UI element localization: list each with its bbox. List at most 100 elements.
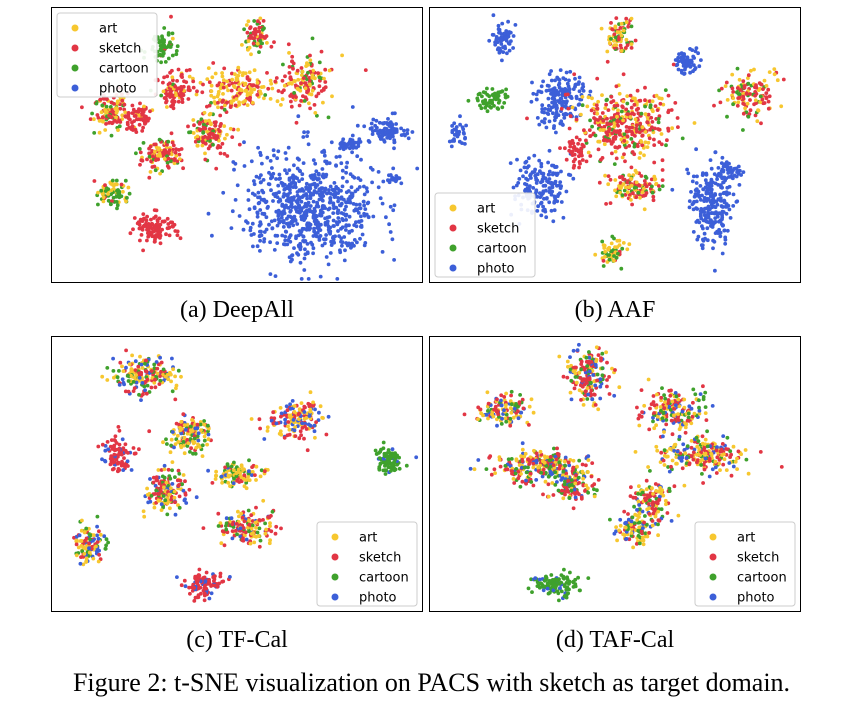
point-cartoon	[502, 101, 507, 105]
point-cartoon	[115, 375, 120, 380]
point-art	[318, 404, 323, 409]
legend-label-art: art	[359, 531, 377, 546]
point-art	[219, 82, 224, 87]
legend-marker-cartoon	[71, 64, 79, 72]
point-sketch	[633, 38, 638, 43]
point-sketch	[607, 127, 612, 131]
point-sketch	[173, 397, 178, 402]
point-sketch	[289, 99, 293, 104]
point-photo	[683, 62, 688, 67]
point-sketch	[151, 154, 155, 159]
point-cartoon	[137, 147, 142, 151]
point-sketch	[165, 164, 170, 169]
point-photo	[262, 211, 267, 216]
point-photo	[318, 274, 323, 279]
point-photo	[547, 88, 551, 93]
point-sketch	[201, 526, 206, 530]
legend-label-sketch: sketch	[99, 42, 141, 57]
point-sketch	[122, 102, 127, 107]
point-art	[74, 553, 79, 558]
point-sketch	[589, 108, 594, 113]
point-photo	[386, 117, 390, 121]
point-sketch	[152, 208, 157, 213]
point-art	[628, 115, 633, 119]
point-art	[287, 427, 292, 432]
point-art	[142, 514, 147, 519]
point-photo	[721, 191, 726, 196]
point-art	[602, 128, 606, 132]
point-photo	[260, 188, 264, 193]
point-art	[612, 121, 617, 125]
point-art	[222, 124, 227, 128]
point-photo	[349, 185, 354, 190]
point-cartoon	[173, 475, 177, 479]
point-photo	[271, 148, 276, 153]
point-sketch	[182, 79, 186, 84]
point-cartoon	[152, 366, 157, 371]
point-sketch	[154, 233, 159, 237]
point-photo	[703, 185, 708, 190]
point-photo	[309, 176, 314, 180]
point-photo	[203, 579, 208, 583]
point-sketch	[628, 93, 633, 98]
point-photo	[206, 468, 211, 473]
point-photo	[195, 425, 200, 430]
point-photo	[491, 33, 496, 37]
point-sketch	[646, 112, 651, 117]
point-photo	[497, 46, 502, 51]
point-art	[590, 96, 594, 101]
point-art	[624, 37, 629, 42]
point-sketch	[297, 103, 302, 108]
point-photo	[314, 169, 319, 174]
point-photo	[314, 220, 319, 225]
legend-marker-sketch	[449, 224, 457, 232]
point-photo	[304, 213, 309, 218]
point-photo	[258, 229, 262, 234]
point-sketch	[112, 466, 116, 471]
point-photo	[694, 206, 698, 211]
point-cartoon	[657, 187, 662, 192]
point-photo	[312, 226, 316, 231]
point-photo	[541, 208, 546, 213]
point-sketch	[150, 222, 155, 227]
legend-marker-art	[331, 533, 339, 541]
point-cartoon	[600, 239, 605, 244]
point-sketch	[230, 522, 235, 527]
point-cartoon	[125, 196, 129, 200]
point-sketch	[568, 142, 573, 146]
point-art	[600, 93, 604, 97]
point-sketch	[212, 120, 217, 125]
point-photo	[173, 512, 178, 517]
point-sketch	[307, 404, 312, 409]
point-photo	[357, 185, 362, 189]
point-sketch	[634, 195, 639, 200]
point-cartoon	[174, 437, 179, 442]
point-sketch	[630, 129, 634, 134]
point-art	[157, 146, 162, 151]
point-photo	[568, 355, 572, 359]
point-photo	[699, 243, 704, 248]
point-photo	[450, 124, 454, 128]
point-photo	[300, 206, 304, 211]
point-photo	[288, 190, 292, 195]
points-layer	[80, 14, 420, 281]
point-photo	[139, 362, 144, 367]
point-sketch	[606, 174, 611, 179]
point-photo	[349, 191, 354, 196]
point-photo	[355, 154, 360, 159]
point-sketch	[666, 126, 670, 131]
point-photo	[259, 173, 263, 178]
point-photo	[529, 99, 534, 104]
point-cartoon	[746, 114, 751, 119]
point-cartoon	[247, 529, 251, 534]
point-photo	[125, 459, 130, 464]
point-sketch	[105, 440, 110, 444]
point-sketch	[660, 168, 665, 172]
point-art	[602, 142, 607, 147]
point-photo	[688, 64, 693, 69]
point-photo	[280, 202, 285, 207]
point-photo	[258, 208, 263, 212]
point-photo	[290, 205, 295, 210]
point-art	[202, 110, 207, 115]
